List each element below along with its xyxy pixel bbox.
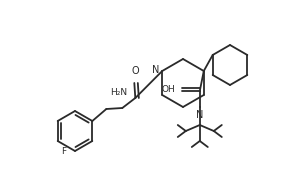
Text: N: N [196, 110, 203, 120]
Text: OH: OH [161, 85, 175, 95]
Text: N: N [152, 65, 159, 75]
Text: O: O [131, 66, 139, 76]
Text: F: F [61, 146, 66, 156]
Text: H₂N: H₂N [110, 88, 127, 97]
